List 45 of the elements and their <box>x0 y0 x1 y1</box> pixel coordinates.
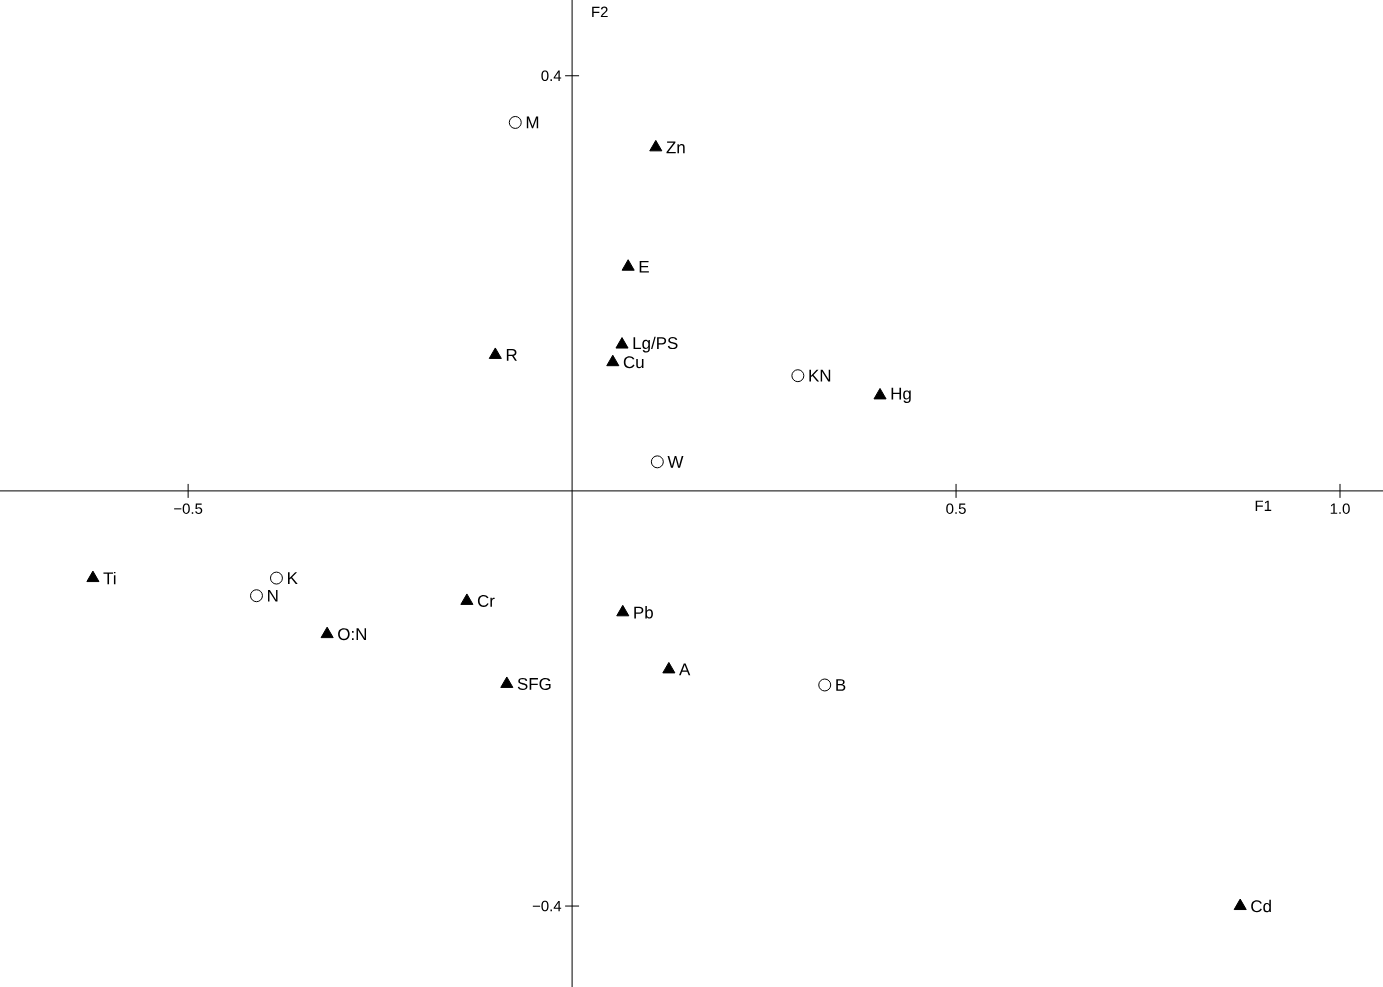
x-tick-label: 1.0 <box>1330 503 1350 514</box>
annotation: Cd <box>1251 899 1271 913</box>
annotation: K <box>288 572 298 584</box>
point <box>662 661 676 674</box>
annotation: M <box>526 116 539 129</box>
annotation: Cr <box>477 594 495 607</box>
x-tick-label: 0.5 <box>946 503 966 514</box>
annotation: Pb <box>634 606 653 619</box>
y-axis-title: F2 <box>592 6 608 18</box>
point <box>320 626 334 639</box>
point <box>269 571 283 585</box>
annotation: E <box>639 260 649 273</box>
annotation: Zn <box>666 141 685 154</box>
point <box>86 570 100 583</box>
x-tick-label: −0.5 <box>174 503 203 514</box>
annotation: Ti <box>103 571 116 585</box>
point <box>508 115 522 129</box>
point <box>650 455 664 469</box>
annotation: N <box>268 589 278 602</box>
point <box>1233 898 1247 911</box>
annotation: Cu <box>623 356 644 369</box>
point <box>616 604 630 617</box>
point <box>791 369 805 383</box>
point <box>621 259 635 271</box>
y-tick-label: 0.4 <box>541 70 562 82</box>
point <box>460 593 474 605</box>
point <box>500 676 514 688</box>
annotation: Lg/PS <box>633 336 678 353</box>
point <box>649 139 663 152</box>
annotation: W <box>667 456 684 468</box>
annotation: KN <box>809 369 831 382</box>
annotation: A <box>679 663 691 676</box>
point <box>873 387 887 400</box>
point <box>250 589 263 603</box>
annotation: Hg <box>891 387 911 403</box>
annotation: O:N <box>338 628 367 641</box>
point <box>818 678 832 692</box>
point <box>615 337 629 349</box>
x-axis-title: F1 <box>1255 500 1272 511</box>
annotation: SFG <box>517 677 551 690</box>
y-tick-label: −0.4 <box>532 900 562 912</box>
annotation: R <box>506 349 517 361</box>
point <box>488 347 502 359</box>
annotation: B <box>836 679 846 691</box>
point <box>606 354 620 367</box>
